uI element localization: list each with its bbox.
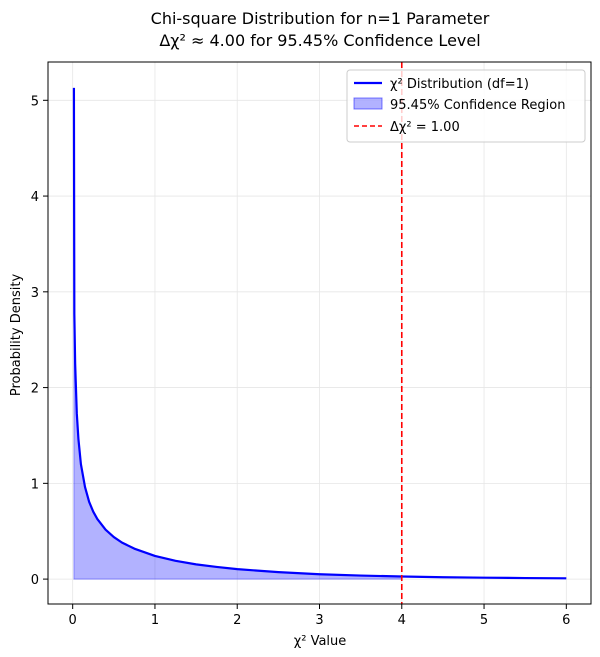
legend-label-vline: Δχ² = 1.00 [390, 120, 460, 135]
y-tick-label: 4 [31, 190, 39, 205]
legend-label-distribution: χ² Distribution (df=1) [390, 77, 529, 92]
x-tick-label: 6 [562, 613, 570, 628]
y-tick-label: 3 [31, 286, 39, 301]
chart-title-line2: Δχ² ≈ 4.00 for 95.45% Confidence Level [159, 31, 480, 50]
legend: χ² Distribution (df=1) 95.45% Confidence… [346, 69, 586, 143]
x-tick-label: 2 [233, 613, 241, 628]
x-ticks: 0 1 2 3 4 5 6 [69, 604, 570, 628]
x-tick-label: 0 [69, 613, 77, 628]
y-axis-label: Probability Density [9, 274, 24, 397]
x-tick-label: 1 [151, 613, 159, 628]
fill-layer [73, 87, 403, 580]
legend-box [346, 69, 586, 143]
y-tick-label: 2 [31, 382, 39, 397]
legend-patch-swatch [353, 97, 383, 110]
grid [48, 62, 591, 604]
chart-title-line1: Chi-square Distribution for n=1 Paramete… [151, 9, 490, 28]
x-tick-label: 3 [315, 613, 323, 628]
x-tick-label: 5 [480, 613, 488, 628]
y-ticks: 0 1 2 3 4 5 [31, 94, 48, 588]
distribution-line [72, 87, 567, 580]
line-layer [72, 87, 567, 580]
x-axis-label: χ² Value [294, 634, 347, 649]
y-tick-label: 1 [31, 477, 39, 492]
legend-label-region: 95.45% Confidence Region [390, 98, 565, 113]
y-tick-label: 5 [31, 94, 39, 109]
confidence-region [73, 87, 403, 580]
y-tick-label: 0 [31, 573, 39, 588]
x-tick-label: 4 [398, 613, 406, 628]
